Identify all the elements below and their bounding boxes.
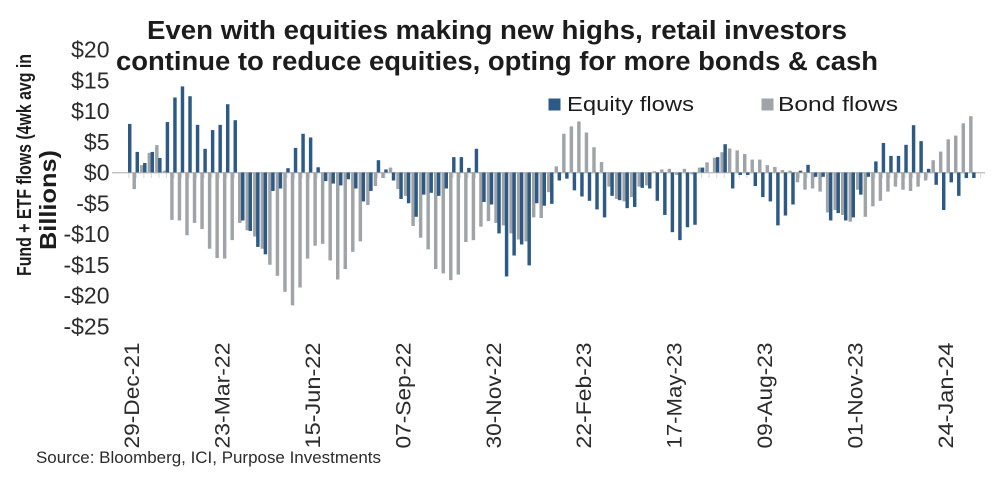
svg-text:17-May-23: 17-May-23 <box>663 342 687 448</box>
svg-text:-$10: -$10 <box>63 221 109 247</box>
svg-text:-$15: -$15 <box>63 252 109 278</box>
svg-text:Bond flows: Bond flows <box>778 94 898 116</box>
svg-text:22-Feb-23: 22-Feb-23 <box>572 342 596 448</box>
svg-text:continue to reduce equities, o: continue to reduce equities, opting for … <box>116 48 878 76</box>
svg-text:07-Sep-22: 07-Sep-22 <box>391 343 415 449</box>
svg-text:01-Nov-23: 01-Nov-23 <box>844 342 868 448</box>
svg-text:-$25: -$25 <box>63 313 109 339</box>
svg-text:Billions): Billions) <box>35 150 61 250</box>
svg-text:$15: $15 <box>71 67 109 93</box>
svg-text:$0: $0 <box>84 160 110 186</box>
svg-text:Fund + ETF flows (4wk avg in: Fund + ETF flows (4wk avg in <box>13 54 36 276</box>
svg-text:-$20: -$20 <box>63 283 109 309</box>
svg-text:23-Mar-22: 23-Mar-22 <box>210 343 234 449</box>
svg-text:Even with equities making new: Even with equities making new highs, ret… <box>147 17 847 45</box>
svg-text:24-Jan-24: 24-Jan-24 <box>934 342 958 448</box>
svg-text:Source: Bloomberg, ICI, Purpos: Source: Bloomberg, ICI, Purpose Investme… <box>36 448 381 467</box>
svg-text:$5: $5 <box>84 129 110 155</box>
svg-text:30-Nov-22: 30-Nov-22 <box>482 343 506 449</box>
svg-text:$10: $10 <box>71 98 109 124</box>
svg-text:09-Aug-23: 09-Aug-23 <box>753 342 777 448</box>
svg-text:-$5: -$5 <box>76 190 109 216</box>
svg-text:Equity flows: Equity flows <box>567 94 694 116</box>
svg-text:15-Jun-22: 15-Jun-22 <box>301 343 325 449</box>
svg-text:29-Dec-21: 29-Dec-21 <box>120 343 144 449</box>
svg-text:$20: $20 <box>71 37 109 63</box>
